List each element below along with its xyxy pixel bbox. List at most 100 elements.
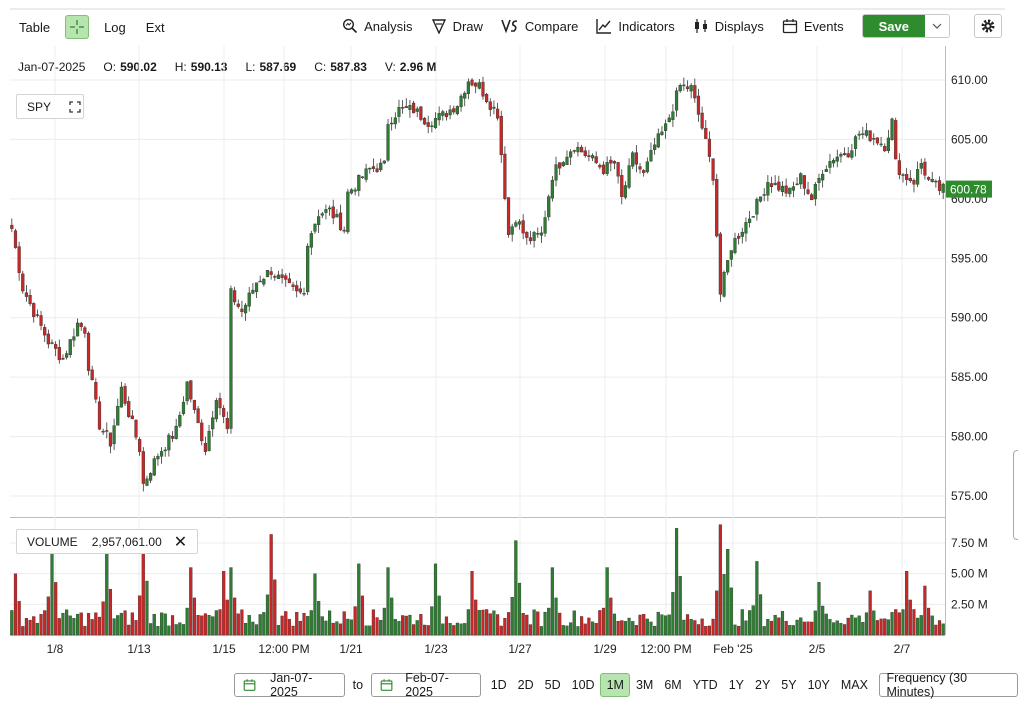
- candle-body: [872, 137, 876, 140]
- candle-body: [441, 111, 445, 116]
- range-button-1d[interactable]: 1D: [490, 678, 507, 692]
- volume-bar: [547, 607, 551, 636]
- volume-bar: [649, 621, 653, 636]
- y-tick-label: 585.00: [951, 370, 988, 384]
- candle-body: [466, 81, 470, 94]
- candle-body: [437, 113, 441, 121]
- candle-body: [773, 182, 777, 185]
- to-date-picker[interactable]: Feb-07-2025: [371, 671, 482, 699]
- from-date-picker[interactable]: Jan-07-2025: [234, 671, 345, 699]
- volume-bar: [780, 611, 785, 636]
- save-button[interactable]: Save: [862, 15, 925, 37]
- candle-body: [506, 197, 511, 235]
- candle-body: [715, 178, 719, 237]
- volume-bar: [291, 625, 295, 636]
- candle-body: [517, 221, 522, 225]
- x-tick-label: 1/13: [127, 642, 151, 656]
- volume-bar: [612, 613, 617, 636]
- symbol-legend[interactable]: SPY: [16, 94, 84, 119]
- volume-bar: [412, 624, 416, 636]
- volume-bar: [740, 609, 744, 636]
- candle-body: [813, 184, 817, 200]
- volume-bar: [112, 618, 116, 636]
- candle-body: [211, 417, 215, 430]
- draw-button[interactable]: Draw: [431, 18, 483, 34]
- candle-body: [634, 152, 638, 165]
- ext-toggle[interactable]: Ext: [145, 19, 165, 35]
- crosshair-button[interactable]: [65, 15, 90, 39]
- candle-body: [404, 106, 408, 109]
- volume-bar: [846, 617, 850, 636]
- candle-body: [828, 161, 832, 168]
- candle-body: [178, 414, 182, 427]
- ohlc-date: Jan-07-2025: [18, 60, 86, 74]
- log-toggle[interactable]: Log: [104, 19, 126, 35]
- volume-bar: [101, 601, 105, 636]
- range-button-5d[interactable]: 5D: [544, 678, 561, 692]
- range-button-max[interactable]: MAX: [840, 678, 868, 692]
- candle-body: [265, 270, 270, 278]
- range-button-10y[interactable]: 10Y: [807, 678, 830, 692]
- candle-body: [360, 176, 365, 178]
- calendar-icon: [782, 19, 798, 34]
- frequency-select[interactable]: Frequency (30 Minutes): [879, 671, 1018, 699]
- candle-body: [149, 473, 153, 481]
- volume-bar: [276, 625, 281, 636]
- candle-body: [17, 246, 21, 273]
- volume-bar: [806, 621, 810, 636]
- volume-bar: [455, 622, 459, 636]
- save-dropdown-button[interactable]: [925, 15, 949, 37]
- candle-body: [433, 117, 438, 128]
- volume-bar: [145, 580, 149, 636]
- candle-body: [474, 82, 478, 87]
- expand-icon[interactable]: [69, 100, 81, 113]
- range-button-10d[interactable]: 10D: [571, 678, 595, 692]
- candle-body: [791, 186, 796, 191]
- candle-body: [700, 112, 704, 129]
- candle-body: [733, 238, 737, 253]
- table-toggle[interactable]: Table: [19, 19, 51, 35]
- compare-icon: [501, 19, 517, 34]
- events-button[interactable]: Events: [782, 18, 844, 34]
- volume-bar: [729, 587, 733, 636]
- volume-bar: [671, 592, 675, 636]
- volume-bar: [123, 610, 127, 636]
- volume-bar: [46, 596, 50, 636]
- volume-bar: [481, 609, 485, 636]
- range-button-2d[interactable]: 2D: [517, 678, 534, 692]
- range-button-5y[interactable]: 5Y: [781, 678, 797, 692]
- candle-body: [923, 161, 927, 176]
- candle-body: [926, 177, 931, 180]
- volume-bar: [320, 616, 324, 636]
- volume-bar: [660, 614, 664, 636]
- volume-tick-label: 2.50 M: [951, 597, 988, 611]
- compare-button[interactable]: Compare: [501, 18, 578, 34]
- candle-body: [645, 161, 649, 173]
- volume-bar: [795, 619, 799, 636]
- indicators-button[interactable]: Indicators: [596, 18, 675, 34]
- settings-button[interactable]: [974, 14, 1002, 38]
- candle-body: [594, 156, 598, 164]
- analysis-button[interactable]: Analysis: [342, 18, 413, 34]
- volume-bar: [167, 625, 171, 636]
- candle-body: [112, 425, 116, 445]
- volume-bar: [353, 606, 357, 636]
- volume-bar: [207, 615, 211, 636]
- from-date-value: Jan-07-2025: [270, 671, 313, 699]
- close-icon[interactable]: ✕: [173, 533, 188, 551]
- side-panel-handle[interactable]: [1013, 450, 1018, 540]
- range-button-ytd[interactable]: YTD: [692, 678, 718, 692]
- candle-body: [159, 451, 164, 457]
- y-tick-label: 600.00: [951, 192, 988, 206]
- range-button-1y[interactable]: 1Y: [728, 678, 744, 692]
- range-button-1m[interactable]: 1M: [600, 673, 631, 697]
- range-button-6m[interactable]: 6M: [664, 678, 682, 692]
- volume-bar: [265, 594, 270, 636]
- volume-bar: [39, 614, 43, 636]
- range-button-3m[interactable]: 3M: [635, 678, 654, 692]
- candle-body: [152, 458, 156, 476]
- range-button-2y[interactable]: 2Y: [755, 678, 771, 692]
- candle-body: [430, 125, 434, 128]
- displays-button[interactable]: Displays: [693, 18, 764, 34]
